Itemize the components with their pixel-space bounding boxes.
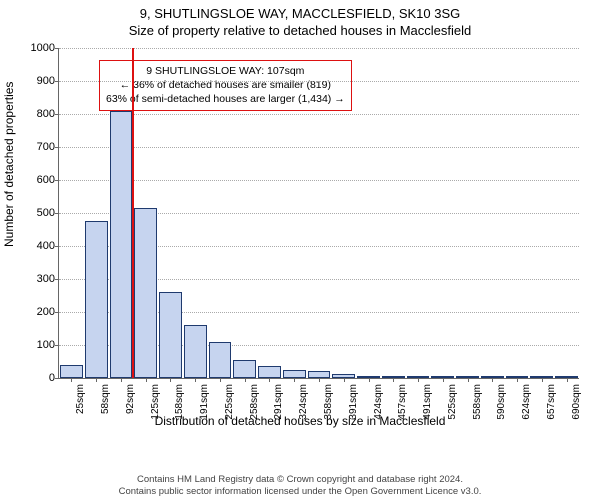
y-tick-label: 0: [21, 372, 55, 384]
x-axis-label: Distribution of detached houses by size …: [0, 414, 600, 428]
y-tick-mark: [55, 279, 59, 280]
y-tick-mark: [55, 246, 59, 247]
footer-attribution: Contains HM Land Registry data © Crown c…: [0, 474, 600, 498]
x-tick-mark: [369, 378, 370, 382]
gridline: [59, 114, 579, 115]
annotation-box: 9 SHUTLINGSLOE WAY: 107sqm ← 36% of deta…: [99, 60, 352, 111]
x-tick-mark: [146, 378, 147, 382]
x-tick-mark: [492, 378, 493, 382]
y-tick-label: 100: [21, 339, 55, 351]
histogram-bar: [134, 208, 157, 378]
y-tick-mark: [55, 147, 59, 148]
histogram-bar: [209, 342, 232, 378]
x-tick-mark: [393, 378, 394, 382]
y-tick-mark: [55, 378, 59, 379]
histogram-bar: [85, 221, 108, 378]
chart-container: Number of detached properties 9 SHUTLING…: [0, 42, 600, 452]
plot-area: 9 SHUTLINGSLOE WAY: 107sqm ← 36% of deta…: [58, 48, 579, 379]
y-tick-label: 400: [21, 240, 55, 252]
x-tick-mark: [269, 378, 270, 382]
x-tick-mark: [96, 378, 97, 382]
histogram-bar: [258, 366, 281, 378]
y-tick-label: 900: [21, 75, 55, 87]
y-tick-label: 300: [21, 273, 55, 285]
gridline: [59, 147, 579, 148]
x-tick-mark: [567, 378, 568, 382]
y-tick-mark: [55, 312, 59, 313]
x-tick-mark: [121, 378, 122, 382]
x-tick-mark: [245, 378, 246, 382]
y-tick-label: 800: [21, 108, 55, 120]
histogram-bar: [184, 325, 207, 378]
x-tick-mark: [319, 378, 320, 382]
x-tick-mark: [418, 378, 419, 382]
gridline: [59, 81, 579, 82]
histogram-bar: [233, 360, 256, 378]
title-subtitle: Size of property relative to detached ho…: [0, 23, 600, 38]
x-tick-mark: [71, 378, 72, 382]
chart-title-block: 9, SHUTLINGSLOE WAY, MACCLESFIELD, SK10 …: [0, 0, 600, 38]
x-tick-mark: [517, 378, 518, 382]
y-tick-mark: [55, 114, 59, 115]
histogram-bar: [308, 371, 331, 378]
x-tick-mark: [542, 378, 543, 382]
histogram-bar: [110, 111, 133, 378]
gridline: [59, 48, 579, 49]
y-axis-label: Number of detached properties: [2, 82, 16, 247]
x-tick-mark: [195, 378, 196, 382]
x-tick-mark: [344, 378, 345, 382]
y-tick-mark: [55, 81, 59, 82]
y-tick-label: 200: [21, 306, 55, 318]
x-tick-mark: [468, 378, 469, 382]
y-tick-label: 600: [21, 174, 55, 186]
x-tick-mark: [294, 378, 295, 382]
annotation-line1: 9 SHUTLINGSLOE WAY: 107sqm: [106, 64, 345, 78]
x-tick-mark: [443, 378, 444, 382]
property-marker-line: [132, 48, 134, 378]
histogram-bar: [159, 292, 182, 378]
gridline: [59, 180, 579, 181]
y-tick-mark: [55, 180, 59, 181]
y-tick-mark: [55, 48, 59, 49]
title-address: 9, SHUTLINGSLOE WAY, MACCLESFIELD, SK10 …: [0, 6, 600, 21]
y-tick-label: 1000: [21, 42, 55, 54]
footer-line1: Contains HM Land Registry data © Crown c…: [0, 474, 600, 486]
histogram-bar: [283, 370, 306, 378]
x-tick-mark: [170, 378, 171, 382]
x-tick-mark: [220, 378, 221, 382]
y-tick-label: 700: [21, 141, 55, 153]
y-tick-mark: [55, 213, 59, 214]
annotation-line3: 63% of semi-detached houses are larger (…: [106, 92, 345, 106]
footer-line2: Contains public sector information licen…: [0, 486, 600, 498]
y-tick-label: 500: [21, 207, 55, 219]
y-tick-mark: [55, 345, 59, 346]
histogram-bar: [60, 365, 83, 378]
